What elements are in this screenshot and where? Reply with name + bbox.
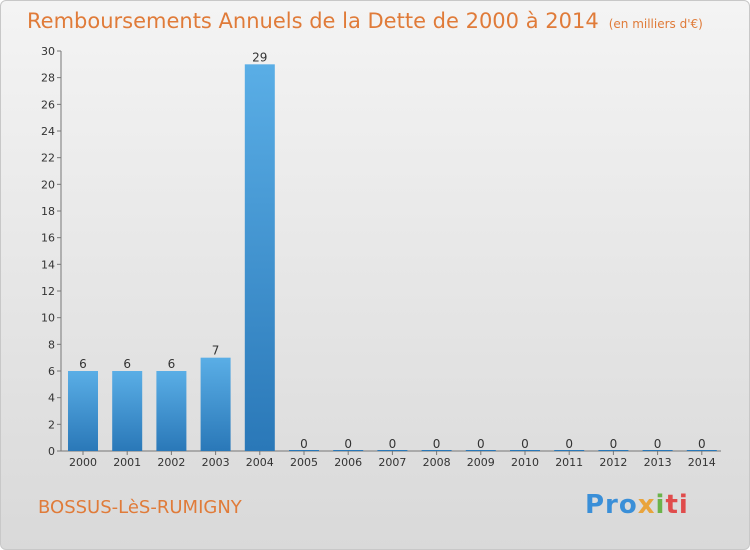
unit-label: (en milliers d'€) bbox=[608, 17, 703, 31]
bar bbox=[289, 450, 319, 451]
chart-title: Remboursements Annuels de la Dette de 20… bbox=[27, 9, 703, 33]
data-label: 0 bbox=[521, 437, 529, 451]
bar bbox=[156, 371, 187, 451]
logo-part-3: i bbox=[655, 490, 666, 520]
data-label: 7 bbox=[212, 344, 220, 358]
bar bbox=[68, 371, 98, 451]
bar bbox=[244, 64, 275, 452]
bar bbox=[112, 371, 143, 451]
y-tick-label: 28 bbox=[41, 72, 55, 85]
x-tick-label: 2000 bbox=[69, 456, 97, 469]
y-tick-label: 26 bbox=[41, 98, 55, 111]
y-tick-label: 0 bbox=[48, 445, 55, 458]
x-tick-label: 2011 bbox=[555, 456, 583, 469]
x-tick-label: 2003 bbox=[202, 456, 230, 469]
logo-part-1: Pro bbox=[585, 490, 638, 520]
x-tick-label: 2010 bbox=[511, 456, 539, 469]
x-tick-label: 2006 bbox=[334, 456, 362, 469]
x-tick-label: 2005 bbox=[290, 456, 318, 469]
x-tick-label: 2007 bbox=[378, 456, 406, 469]
title-text: Remboursements Annuels de la Dette de 20… bbox=[27, 9, 599, 33]
y-tick-label: 30 bbox=[41, 45, 55, 58]
bar bbox=[598, 450, 629, 451]
logo-part-2: x bbox=[637, 490, 656, 520]
data-label: 0 bbox=[433, 437, 441, 451]
y-tick-label: 22 bbox=[41, 152, 55, 165]
x-tick-label: 2002 bbox=[157, 456, 185, 469]
bar bbox=[377, 450, 408, 451]
data-label: 0 bbox=[389, 437, 397, 451]
x-tick-label: 2004 bbox=[246, 456, 274, 469]
commune-name: BOSSUS-LèS-RUMIGNY bbox=[38, 497, 242, 518]
y-tick-label: 4 bbox=[48, 392, 55, 405]
data-label: 6 bbox=[123, 357, 131, 371]
data-label: 0 bbox=[344, 437, 352, 451]
proxiti-logo: Proxiti bbox=[585, 490, 689, 520]
y-tick-label: 12 bbox=[41, 285, 55, 298]
x-tick-label: 2012 bbox=[599, 456, 627, 469]
y-tick-label: 20 bbox=[41, 178, 55, 191]
data-label: 0 bbox=[654, 437, 662, 451]
y-tick-label: 2 bbox=[48, 418, 55, 431]
data-label: 6 bbox=[168, 357, 176, 371]
bar bbox=[554, 450, 585, 451]
y-tick-label: 16 bbox=[41, 232, 55, 245]
bar bbox=[333, 450, 364, 451]
x-tick-label: 2009 bbox=[467, 456, 495, 469]
logo-part-4: ti bbox=[665, 490, 689, 520]
data-label: 0 bbox=[698, 437, 706, 451]
bar bbox=[200, 357, 231, 451]
bar bbox=[510, 450, 540, 451]
y-tick-label: 14 bbox=[41, 258, 55, 271]
y-tick-label: 18 bbox=[41, 205, 55, 218]
data-label: 0 bbox=[300, 437, 308, 451]
bar bbox=[642, 450, 673, 451]
data-label: 0 bbox=[610, 437, 618, 451]
x-tick-label: 2014 bbox=[688, 456, 716, 469]
data-label: 29 bbox=[252, 50, 267, 64]
data-label: 0 bbox=[477, 437, 485, 451]
y-tick-label: 10 bbox=[41, 312, 55, 325]
y-tick-label: 6 bbox=[48, 365, 55, 378]
x-tick-label: 2001 bbox=[113, 456, 141, 469]
x-tick-label: 2008 bbox=[423, 456, 451, 469]
bar bbox=[686, 450, 717, 451]
data-label: 0 bbox=[565, 437, 573, 451]
bar bbox=[421, 450, 452, 451]
y-tick-label: 8 bbox=[48, 338, 55, 351]
y-tick-label: 24 bbox=[41, 125, 55, 138]
data-label: 6 bbox=[79, 357, 87, 371]
bar bbox=[465, 450, 496, 451]
x-tick-label: 2013 bbox=[644, 456, 672, 469]
